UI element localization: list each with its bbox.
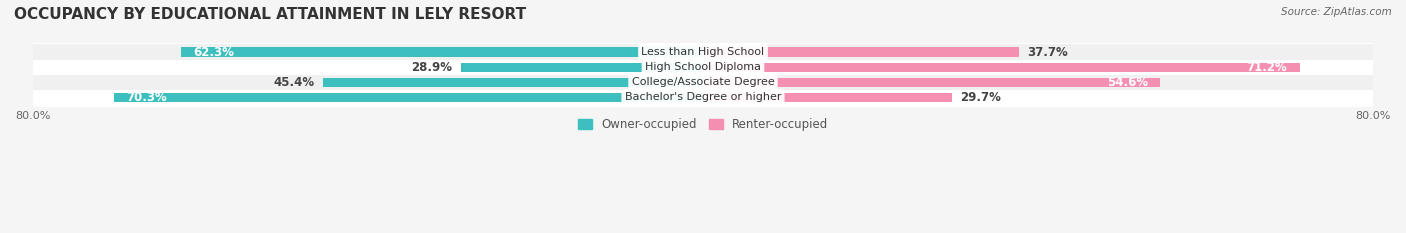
Bar: [181, 47, 703, 57]
Legend: Owner-occupied, Renter-occupied: Owner-occupied, Renter-occupied: [572, 113, 834, 136]
Bar: [461, 62, 703, 72]
Text: College/Associate Degree: College/Associate Degree: [631, 77, 775, 87]
Text: 71.2%: 71.2%: [1246, 61, 1286, 74]
Text: Source: ZipAtlas.com: Source: ZipAtlas.com: [1281, 7, 1392, 17]
Bar: [703, 62, 1299, 72]
Text: OCCUPANCY BY EDUCATIONAL ATTAINMENT IN LELY RESORT: OCCUPANCY BY EDUCATIONAL ATTAINMENT IN L…: [14, 7, 526, 22]
Text: 70.3%: 70.3%: [127, 91, 167, 104]
Text: 37.7%: 37.7%: [1028, 45, 1069, 58]
Bar: [703, 78, 1160, 87]
Text: 62.3%: 62.3%: [194, 45, 235, 58]
Text: High School Diploma: High School Diploma: [645, 62, 761, 72]
Text: 29.7%: 29.7%: [960, 91, 1001, 104]
Bar: [0, 75, 1406, 90]
Bar: [0, 45, 1406, 60]
Text: 28.9%: 28.9%: [412, 61, 453, 74]
Bar: [114, 93, 703, 102]
Bar: [703, 93, 952, 102]
Text: 54.6%: 54.6%: [1107, 76, 1147, 89]
Bar: [322, 78, 703, 87]
Text: 45.4%: 45.4%: [273, 76, 314, 89]
Bar: [0, 60, 1406, 75]
Text: Bachelor's Degree or higher: Bachelor's Degree or higher: [624, 93, 782, 103]
Bar: [703, 47, 1019, 57]
Text: Less than High School: Less than High School: [641, 47, 765, 57]
Bar: [0, 90, 1406, 105]
